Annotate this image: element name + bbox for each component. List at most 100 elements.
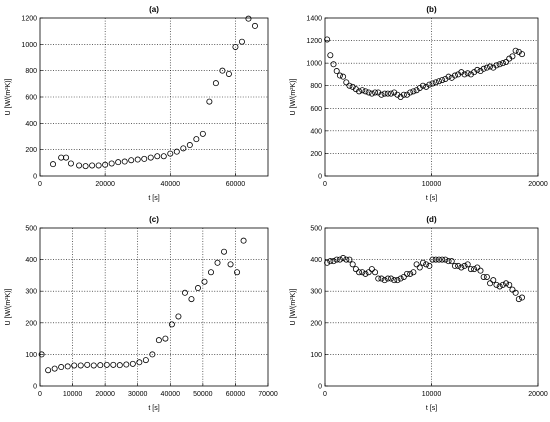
data-point (82, 163, 89, 170)
x-axis-label: t [s] (148, 405, 159, 412)
data-point (346, 256, 353, 263)
data-point (419, 259, 426, 266)
data-point (384, 90, 391, 97)
data-point (375, 275, 382, 282)
y-tick-label: 1200 (21, 16, 37, 23)
y-tick-label: 1400 (306, 16, 322, 23)
y-tick-label: 300 (310, 289, 322, 296)
y-tick-label: 100 (310, 352, 322, 359)
data-point (391, 277, 398, 284)
y-tick-label: 200 (310, 320, 322, 327)
data-point (193, 136, 200, 143)
data-point (128, 157, 135, 164)
data-point (384, 275, 391, 282)
data-point (362, 270, 369, 277)
data-point (142, 357, 149, 364)
data-point (519, 51, 526, 58)
data-point (435, 256, 442, 263)
plot-frame (39, 227, 269, 387)
x-tick-label: 20000 (528, 181, 548, 188)
data-point (234, 269, 241, 276)
data-point (458, 264, 465, 271)
data-point (227, 261, 234, 268)
data-point (251, 22, 258, 29)
x-tick-label: 20000 (95, 181, 115, 188)
data-point (84, 361, 91, 368)
data-point (58, 154, 65, 161)
panel-title: (a) (149, 5, 159, 14)
data-point (477, 267, 484, 274)
x-tick-label: 0 (38, 181, 42, 188)
data-point (496, 283, 503, 290)
data-point (372, 269, 379, 276)
panel-title: (b) (426, 5, 437, 14)
data-point (327, 258, 334, 265)
data-point (38, 351, 45, 358)
data-point (45, 367, 52, 374)
data-point (207, 269, 214, 276)
data-point (64, 363, 71, 370)
data-point (480, 273, 487, 280)
x-tick-label: 50000 (193, 391, 213, 398)
data-point (519, 294, 526, 301)
data-point (493, 281, 500, 288)
data-point (426, 81, 433, 88)
data-point (71, 362, 78, 369)
data-point (509, 286, 516, 293)
data-point (388, 90, 395, 97)
data-point (400, 273, 407, 280)
data-point (340, 255, 347, 262)
data-point (333, 256, 340, 263)
data-point (480, 65, 487, 72)
x-tick-label: 10000 (422, 391, 442, 398)
data-point (474, 66, 481, 73)
y-tick-label: 1200 (306, 38, 322, 45)
x-tick-label: 60000 (226, 181, 246, 188)
y-tick-label: 0 (318, 384, 322, 391)
data-point (439, 77, 446, 84)
data-point (121, 158, 128, 165)
data-point (232, 43, 239, 50)
data-point (149, 351, 156, 358)
data-point (136, 359, 143, 366)
data-point (356, 269, 363, 276)
y-axis-label: U [W/(m²K)] (290, 288, 297, 325)
y-axis-label: U [W/(m²K)] (5, 288, 12, 325)
data-point (448, 258, 455, 265)
y-axis-label: U [W/(m²K)] (5, 78, 12, 115)
panel-c: 0 10000 20000 30000 40000 50000 60000 70000 0 100… (5, 215, 278, 412)
data-point (58, 364, 65, 371)
data-point (474, 264, 481, 271)
data-point (394, 277, 401, 284)
data-point (467, 266, 474, 273)
data-point (162, 335, 169, 342)
y-tick-label: 1000 (21, 42, 37, 49)
data-point (221, 248, 228, 255)
x-tick-label: 0 (38, 391, 42, 398)
panel-a: 0 20000 40000 60000 0 200 400 600 800 1000 1200 (a)… (5, 5, 269, 202)
data-point (483, 64, 490, 71)
data-point (352, 266, 359, 273)
data-point (336, 72, 343, 79)
data-point (97, 362, 104, 369)
data-point (359, 87, 366, 94)
data-point (461, 71, 468, 78)
y-tick-label: 500 (310, 226, 322, 233)
data-point (175, 313, 182, 320)
y-tick-label: 400 (25, 257, 37, 264)
data-point (167, 150, 174, 157)
data-point (147, 154, 154, 161)
y-tick-label: 800 (25, 68, 37, 75)
data-point (368, 90, 375, 97)
data-point (362, 88, 369, 95)
data-point (76, 162, 83, 169)
data-point (512, 289, 519, 296)
data-point (154, 153, 161, 160)
y-tick-label: 400 (310, 128, 322, 135)
data-point (471, 266, 478, 273)
data-point (378, 91, 385, 98)
data-point (407, 270, 414, 277)
data-point (413, 261, 420, 268)
data-point (90, 362, 97, 369)
